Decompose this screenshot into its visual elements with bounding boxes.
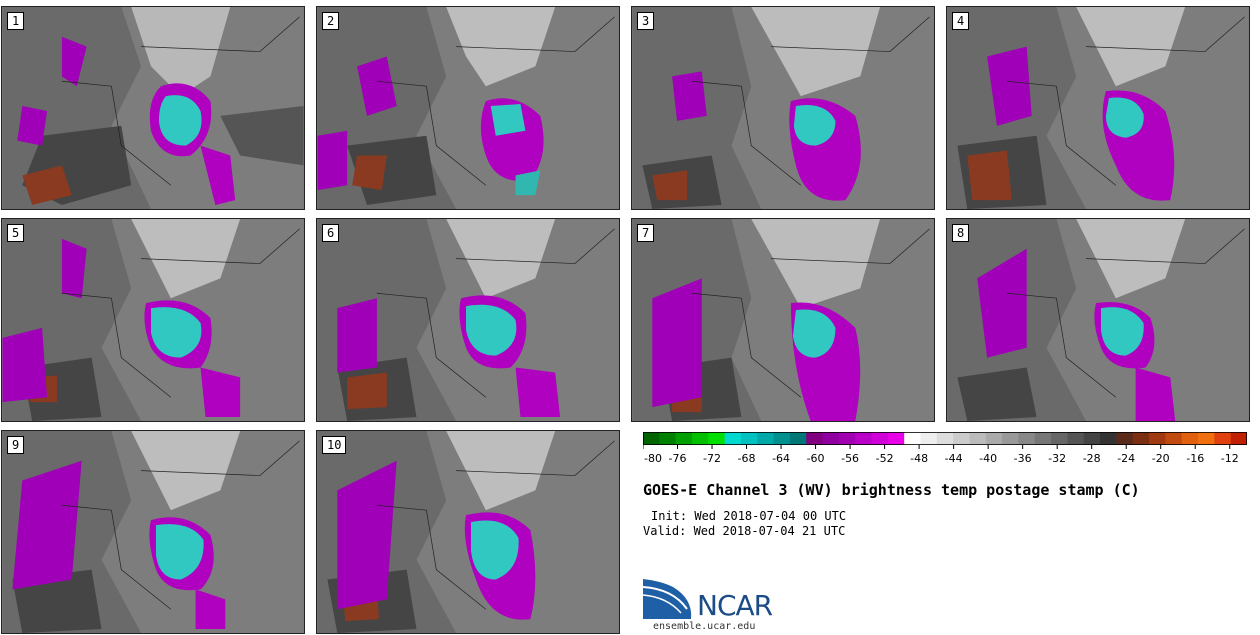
panel-number: 8: [952, 224, 970, 242]
colorbar-segment: [1051, 432, 1068, 445]
water-vapor-map: [2, 431, 304, 633]
logo-wordmark: NCAR: [697, 589, 773, 622]
colorbar-tick-label: -32: [1048, 452, 1066, 465]
colorbar-segment: [1018, 432, 1036, 445]
panel-number: 3: [637, 12, 655, 30]
colorbar-tick-label: -76: [669, 452, 687, 465]
colorbar-segment: [953, 432, 970, 445]
colorbar-segment: [985, 432, 1003, 445]
colorbar-segment: [936, 432, 954, 445]
postage-stamp-panel: 6: [316, 218, 620, 422]
logo-url: ensemble.ucar.edu: [653, 621, 756, 632]
colorbar-segment: [855, 432, 873, 445]
colorbar-segment: [1181, 432, 1199, 445]
colorbar-segment: [838, 432, 856, 445]
postage-stamp-panel: 2: [316, 6, 620, 210]
water-vapor-map: [947, 7, 1249, 209]
water-vapor-map: [947, 219, 1249, 421]
colorbar-segment: [740, 432, 758, 445]
water-vapor-map: [317, 431, 619, 633]
init-time: Init: Wed 2018-07-04 00 UTC: [651, 509, 847, 523]
postage-stamp-panel: 7: [631, 218, 935, 422]
plot-title: GOES-E Channel 3 (WV) brightness temp po…: [643, 481, 1140, 499]
colorbar-segment: [1214, 432, 1232, 445]
water-vapor-map: [2, 219, 304, 421]
panel-number: 9: [7, 436, 25, 454]
colorbar-segment: [691, 432, 709, 445]
colorbar-segment: [773, 432, 791, 445]
colorbar-segment: [724, 432, 742, 445]
colorbar-segment: [659, 432, 677, 445]
postage-stamp-panel: 10: [316, 430, 620, 634]
ncar-logo-icon: [643, 579, 692, 619]
colorbar-segment: [1116, 432, 1134, 445]
panel-number: 6: [322, 224, 340, 242]
panel-number: 5: [7, 224, 25, 242]
water-vapor-map: [317, 7, 619, 209]
colorbar-segment: [757, 432, 775, 445]
colorbar-segment: [887, 432, 905, 445]
colorbar-segment: [643, 432, 660, 445]
panel-number: 10: [322, 436, 347, 454]
colorbar-segment: [969, 432, 987, 445]
colorbar-tick-label: -68: [738, 452, 756, 465]
water-vapor-map: [317, 219, 619, 421]
water-vapor-map: [2, 7, 304, 209]
postage-stamp-panel: 9: [1, 430, 305, 634]
colorbar-segment: [806, 432, 824, 445]
colorbar-segment: [920, 432, 938, 445]
colorbar-tick-label: -52: [876, 452, 894, 465]
panel-number: 2: [322, 12, 340, 30]
colorbar-segment: [1230, 432, 1247, 445]
water-vapor-map: [632, 219, 934, 421]
valid-time: Valid: Wed 2018-07-04 21 UTC: [643, 524, 846, 538]
colorbar-segment: [1083, 432, 1101, 445]
colorbar-segment: [1034, 432, 1052, 445]
colorbar-tick-label: -64: [772, 452, 790, 465]
colorbar-tick-label: -44: [945, 452, 963, 465]
colorbar: -80 -76 -72 -68 -64 -60 -56 -52 -48 -44 -40 -36 -32 -…: [643, 432, 1247, 465]
colorbar-tick-label: -56: [841, 452, 859, 465]
colorbar-tick-label: -12: [1221, 452, 1239, 465]
colorbar-tick-label: -60: [807, 452, 825, 465]
postage-stamp-panel: 4: [946, 6, 1250, 210]
colorbar-tick-label: -16: [1186, 452, 1204, 465]
colorbar-segment: [1149, 432, 1166, 445]
colorbar-segment: [789, 432, 807, 445]
colorbar-tick-label: -20: [1152, 452, 1170, 465]
colorbar-tick-label: -40: [979, 452, 997, 465]
colorbar-segment: [1067, 432, 1085, 445]
panel-number: 4: [952, 12, 970, 30]
colorbar-segment: [675, 432, 693, 445]
postage-stamp-panel: 5: [1, 218, 305, 422]
panel-number: 1: [7, 12, 25, 30]
colorbar-segment: [1198, 432, 1215, 445]
colorbar-segment: [1002, 432, 1019, 445]
colorbar-segment: [904, 432, 922, 445]
colorbar-segment: [1165, 432, 1183, 445]
colorbar-border: [643, 432, 1247, 445]
colorbar-segment: [871, 432, 889, 445]
postage-stamp-panel: 8: [946, 218, 1250, 422]
water-vapor-map: [632, 7, 934, 209]
panel-number: 7: [637, 224, 655, 242]
postage-stamp-panel: 1: [1, 6, 305, 210]
colorbar-segment: [1132, 432, 1150, 445]
colorbar-tick-label: -48: [910, 452, 928, 465]
colorbar-segment: [1100, 432, 1117, 445]
colorbar-tick-label: -80: [644, 452, 662, 465]
colorbar-segment: [708, 432, 726, 445]
colorbar-tick-label: -28: [1083, 452, 1101, 465]
postage-stamp-panel: 3: [631, 6, 935, 210]
colorbar-tick-label: -36: [1014, 452, 1032, 465]
colorbar-tick-label: -24: [1117, 452, 1135, 465]
colorbar-tick-label: -72: [703, 452, 721, 465]
colorbar-segment: [822, 432, 840, 445]
